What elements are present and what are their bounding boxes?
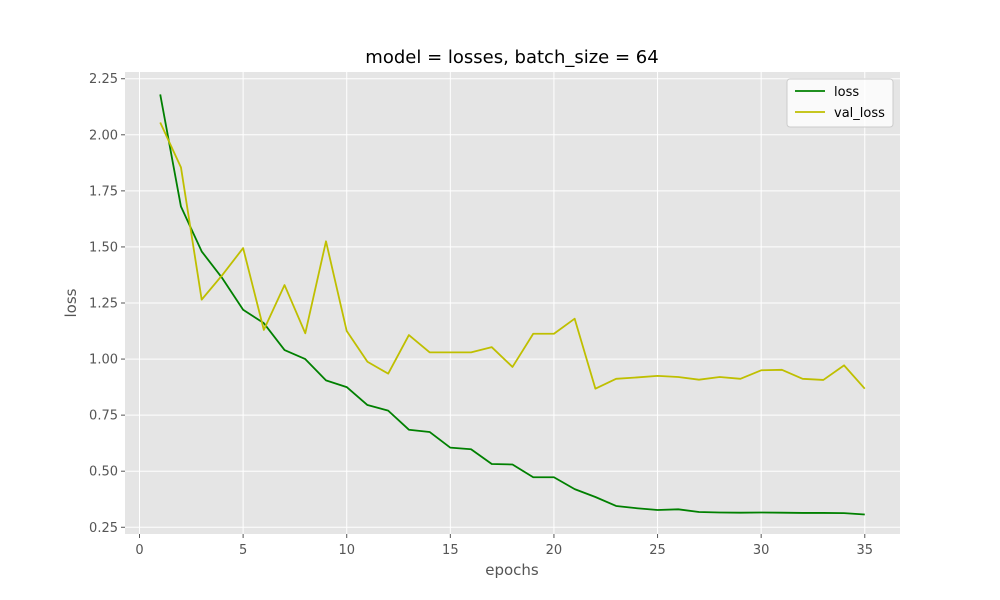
series-line-val-loss [159, 122, 866, 390]
x-axis: 0 5 10 15 20 25 30 35 [135, 534, 873, 558]
y-tick-label: 1.75 [89, 184, 118, 199]
series-lines [159, 94, 866, 516]
legend-label-val-loss: val_loss [834, 106, 885, 121]
y-tick-label: 1.25 [89, 297, 118, 312]
y-axis-label: loss [62, 288, 80, 317]
x-tick-label: 20 [546, 543, 563, 558]
x-tick-label: 10 [338, 543, 355, 558]
chart-title: model = losses, batch_size = 64 [365, 47, 658, 68]
y-tick-label: 0.25 [89, 521, 118, 536]
y-tick-label: 2.25 [89, 72, 118, 87]
legend-label-loss: loss [834, 85, 859, 100]
y-tick-label: 0.50 [89, 465, 118, 480]
x-tick-label: 30 [753, 543, 770, 558]
x-axis-label: epochs [485, 561, 539, 579]
x-tick-label: 25 [649, 543, 666, 558]
y-tick-label: 2.00 [89, 128, 118, 143]
series-line-loss [159, 94, 865, 516]
x-tick-label: 5 [239, 543, 247, 558]
y-axis: 0.25 0.50 0.75 1.00 1.25 1.50 1.75 2.00 2.25 [89, 72, 125, 536]
x-tick-label: 0 [135, 543, 143, 558]
x-tick-label: 15 [442, 543, 459, 558]
grid-lines [125, 72, 900, 534]
y-tick-label: 0.75 [89, 409, 118, 424]
y-tick-label: 1.00 [89, 353, 118, 368]
y-tick-label: 1.50 [89, 240, 118, 255]
x-tick-label: 35 [856, 543, 873, 558]
legend: loss val_loss [786, 78, 894, 128]
